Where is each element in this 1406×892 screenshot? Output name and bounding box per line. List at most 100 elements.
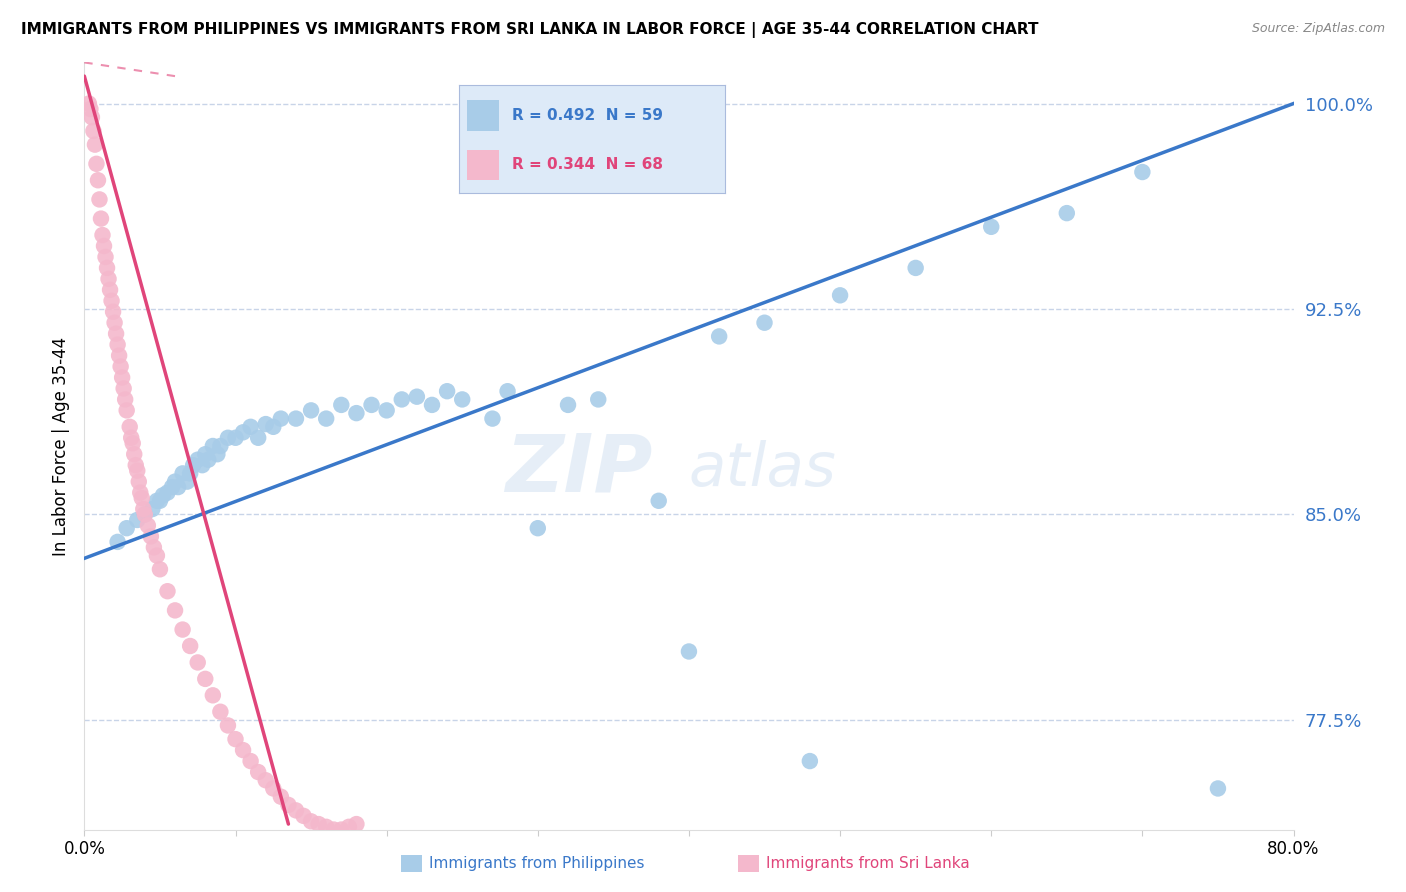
Point bbox=[254, 773, 277, 788]
Point bbox=[799, 754, 821, 768]
Point bbox=[127, 513, 149, 527]
Point bbox=[156, 584, 179, 599]
Point bbox=[709, 329, 731, 343]
Point bbox=[139, 529, 162, 543]
Point bbox=[149, 493, 172, 508]
Point bbox=[115, 521, 138, 535]
Point bbox=[194, 447, 217, 461]
Point bbox=[160, 480, 183, 494]
Point bbox=[156, 485, 179, 500]
Point bbox=[96, 260, 118, 275]
Point bbox=[391, 392, 413, 407]
Point bbox=[187, 452, 209, 467]
Point bbox=[980, 219, 1002, 234]
Point bbox=[91, 227, 114, 242]
Point bbox=[209, 439, 232, 453]
Point bbox=[678, 644, 700, 658]
Point bbox=[201, 688, 224, 702]
Point bbox=[79, 102, 101, 116]
Point bbox=[239, 419, 262, 434]
Point bbox=[239, 754, 262, 768]
Point bbox=[496, 384, 519, 399]
Point bbox=[481, 411, 503, 425]
Text: Immigrants from Sri Lanka: Immigrants from Sri Lanka bbox=[766, 856, 970, 871]
Point bbox=[207, 447, 229, 461]
Point bbox=[97, 272, 120, 286]
Point bbox=[167, 480, 190, 494]
Point bbox=[337, 820, 360, 834]
Point bbox=[121, 436, 143, 450]
Point bbox=[299, 814, 322, 829]
Point bbox=[308, 817, 330, 831]
Point bbox=[285, 411, 308, 425]
Point bbox=[176, 475, 198, 489]
Point bbox=[1206, 781, 1229, 796]
Point bbox=[375, 403, 398, 417]
Point bbox=[165, 475, 187, 489]
Point bbox=[77, 96, 100, 111]
Point bbox=[172, 623, 194, 637]
Point bbox=[209, 705, 232, 719]
Point bbox=[80, 110, 103, 124]
Point bbox=[292, 809, 315, 823]
Point bbox=[134, 508, 156, 522]
Point bbox=[181, 458, 204, 472]
Point bbox=[149, 562, 172, 576]
Point bbox=[152, 488, 174, 502]
Text: atlas: atlas bbox=[689, 440, 837, 499]
Point bbox=[122, 447, 145, 461]
Point bbox=[191, 458, 214, 472]
Point bbox=[451, 392, 474, 407]
Point bbox=[179, 639, 201, 653]
Point bbox=[527, 521, 550, 535]
Point bbox=[225, 732, 247, 747]
Point bbox=[104, 316, 127, 330]
Point bbox=[232, 425, 254, 440]
Point bbox=[187, 656, 209, 670]
Point bbox=[262, 419, 284, 434]
Point bbox=[346, 817, 368, 831]
Point bbox=[1130, 165, 1153, 179]
Point bbox=[134, 508, 156, 522]
Point bbox=[194, 672, 217, 686]
Point bbox=[94, 250, 117, 264]
Point bbox=[118, 419, 141, 434]
Point bbox=[131, 491, 153, 505]
Point bbox=[105, 326, 128, 341]
Point bbox=[217, 431, 239, 445]
Point bbox=[165, 603, 187, 617]
Text: Immigrants from Philippines: Immigrants from Philippines bbox=[429, 856, 644, 871]
Point bbox=[93, 239, 115, 253]
Point bbox=[232, 743, 254, 757]
Point bbox=[346, 406, 368, 420]
Point bbox=[262, 781, 284, 796]
Point bbox=[225, 431, 247, 445]
Point bbox=[128, 475, 150, 489]
Point bbox=[89, 193, 111, 207]
Point bbox=[87, 173, 110, 187]
Point bbox=[132, 502, 155, 516]
Point bbox=[111, 370, 134, 384]
Point bbox=[82, 124, 104, 138]
Point bbox=[142, 541, 165, 555]
Point bbox=[107, 534, 129, 549]
Point bbox=[436, 384, 458, 399]
Point bbox=[830, 288, 852, 302]
Y-axis label: In Labor Force | Age 35-44: In Labor Force | Age 35-44 bbox=[52, 336, 70, 556]
Point bbox=[270, 789, 292, 804]
Point bbox=[588, 392, 610, 407]
Point bbox=[172, 467, 194, 481]
Point bbox=[1056, 206, 1078, 220]
Text: IMMIGRANTS FROM PHILIPPINES VS IMMIGRANTS FROM SRI LANKA IN LABOR FORCE | AGE 35: IMMIGRANTS FROM PHILIPPINES VS IMMIGRANT… bbox=[21, 22, 1039, 38]
Point bbox=[322, 822, 344, 837]
Point bbox=[197, 452, 219, 467]
Point bbox=[315, 411, 337, 425]
Point bbox=[141, 502, 163, 516]
Point bbox=[277, 797, 299, 812]
Point bbox=[84, 137, 107, 152]
Point bbox=[100, 293, 122, 308]
Point bbox=[904, 260, 927, 275]
Point bbox=[86, 157, 108, 171]
Point bbox=[179, 467, 201, 481]
Point bbox=[754, 316, 776, 330]
